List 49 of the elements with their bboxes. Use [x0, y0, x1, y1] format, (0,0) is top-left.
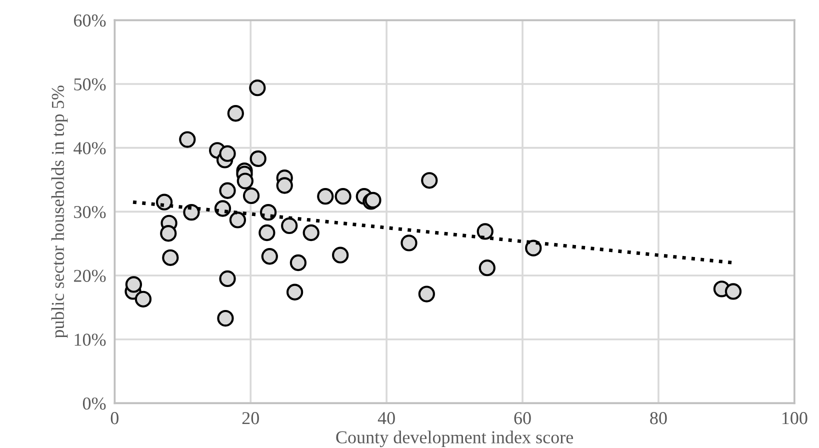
x-tick-label: 80 — [650, 412, 667, 424]
point — [258, 224, 276, 242]
point — [219, 182, 236, 199]
point — [229, 212, 246, 228]
y-tick-label: 10% — [74, 334, 106, 346]
point — [290, 254, 307, 272]
point — [334, 188, 352, 205]
x-tick-label: 100 — [782, 412, 808, 424]
point — [261, 248, 278, 265]
point — [242, 187, 260, 204]
point — [478, 260, 496, 276]
point — [281, 217, 298, 234]
point — [125, 276, 142, 293]
x-tick-label: 20 — [242, 412, 259, 424]
point — [400, 234, 418, 252]
y-tick-label: 20% — [74, 270, 106, 282]
point — [317, 188, 334, 205]
point — [179, 131, 196, 148]
x-axis-title: County development index score — [336, 430, 574, 448]
y-tick-label: 50% — [74, 78, 106, 90]
point — [525, 240, 542, 256]
y-tick-label: 30% — [74, 206, 106, 218]
y-tick-label: 60% — [74, 14, 106, 27]
y-axis-title: public sector households in top 5% — [51, 86, 68, 338]
point — [724, 283, 742, 300]
point — [302, 224, 320, 242]
point — [162, 249, 179, 266]
point — [217, 310, 234, 327]
point — [227, 105, 244, 122]
point — [286, 284, 304, 300]
point — [249, 80, 266, 96]
point — [183, 204, 200, 221]
y-tick-label: 0% — [82, 397, 106, 410]
point — [250, 150, 266, 168]
x-tick-label: 60 — [514, 412, 531, 424]
point — [236, 172, 254, 190]
x-tick-label: 0 — [110, 412, 118, 424]
point — [219, 270, 236, 288]
point — [156, 194, 173, 210]
y-tick-label: 40% — [74, 142, 106, 154]
point — [134, 290, 152, 308]
point — [219, 145, 236, 162]
point — [276, 177, 293, 194]
point — [332, 246, 349, 264]
point — [421, 172, 438, 189]
point — [476, 223, 494, 240]
x-tick-label: 40 — [378, 412, 395, 424]
point — [418, 286, 436, 302]
point — [160, 225, 177, 242]
